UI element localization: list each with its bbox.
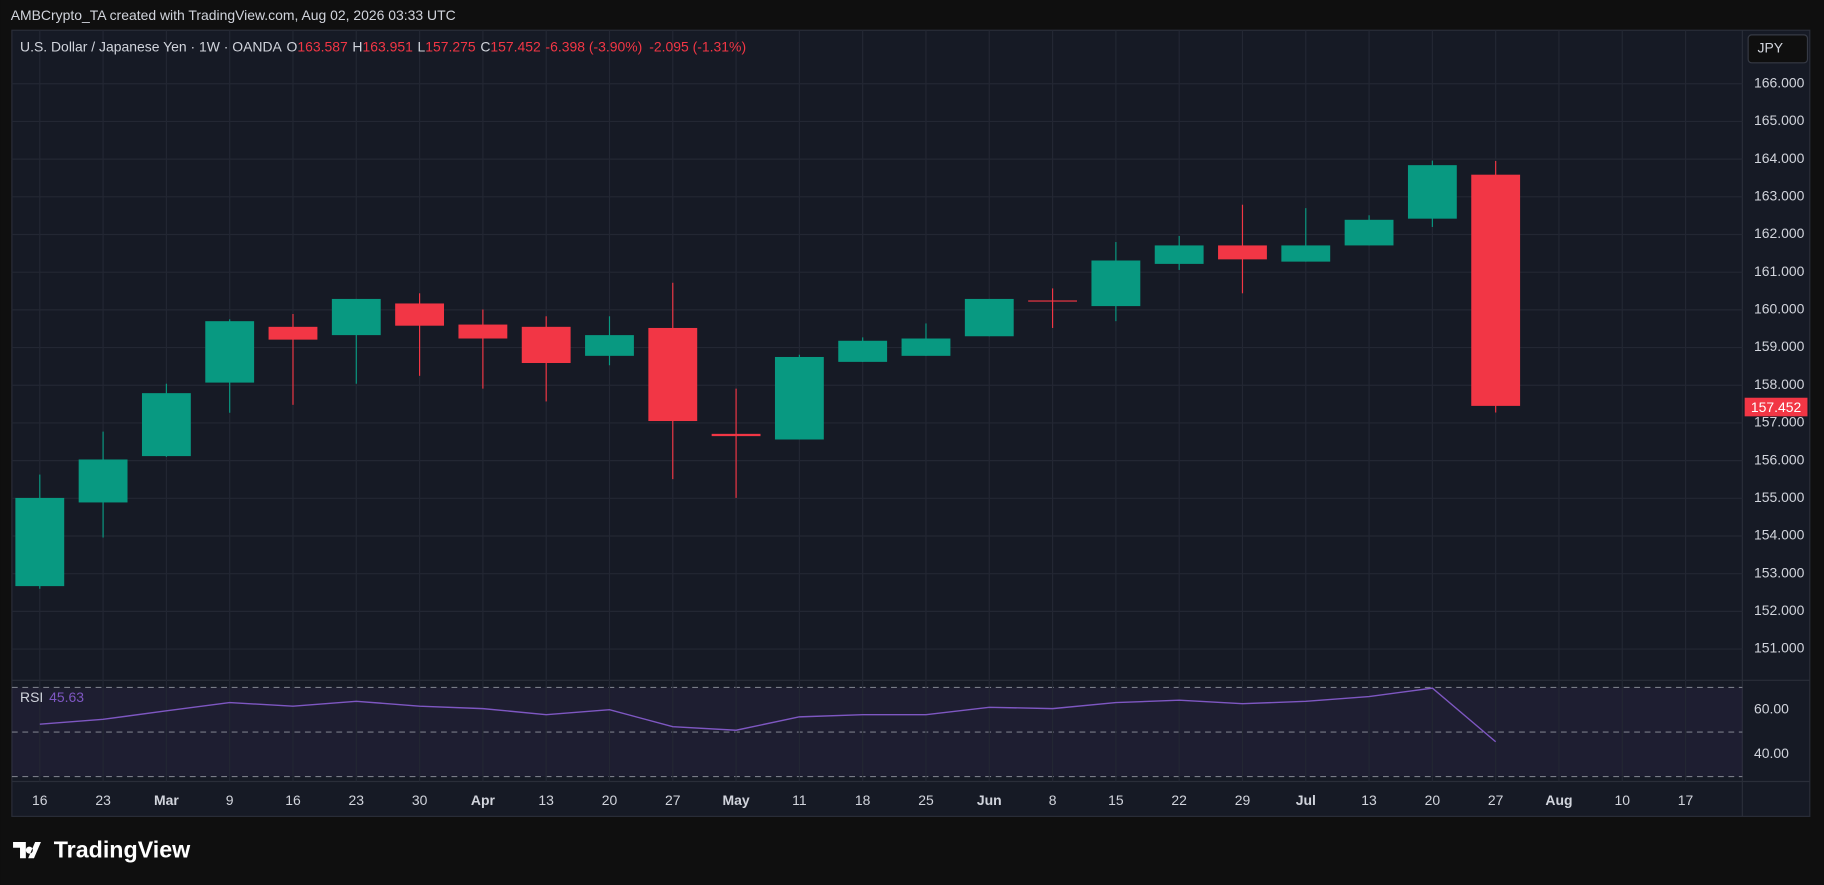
x-tick-label: 13 <box>1361 792 1377 808</box>
candle-body <box>458 324 508 339</box>
x-tick-label: 30 <box>412 792 428 808</box>
rsi-name: RSI <box>20 688 43 704</box>
y-tick-label: 155.000 <box>1754 489 1805 505</box>
candle-body <box>395 303 445 326</box>
currency-button[interactable] <box>1747 34 1809 64</box>
y-tick-label: 164.000 <box>1754 150 1805 166</box>
x-tick-label: 20 <box>602 792 618 808</box>
x-tick-label: May <box>723 792 750 808</box>
y-tick-label: 153.000 <box>1754 564 1805 580</box>
candle-body <box>964 298 1014 337</box>
x-tick-label: Aug <box>1545 792 1572 808</box>
y-tick-label: 151.000 <box>1754 640 1805 656</box>
caption: AMBCrypto_TA created with TradingView.co… <box>11 7 456 23</box>
candle-body <box>901 338 951 356</box>
marks <box>15 160 1521 743</box>
chart-legend: U.S. Dollar / Japanese Yen · 1W · OANDA O… <box>20 38 746 54</box>
candle-body <box>268 326 318 340</box>
y-tick-label: 159.000 <box>1754 338 1805 354</box>
rsi-value: 45.63 <box>49 688 84 704</box>
x-tick-label: 25 <box>918 792 934 808</box>
x-tick-label: 29 <box>1235 792 1251 808</box>
x-tick-label: Mar <box>154 792 179 808</box>
candle-body <box>1471 174 1521 406</box>
grid <box>11 30 1743 782</box>
candle-body <box>648 327 698 422</box>
currency-label[interactable]: JPY <box>1757 40 1783 56</box>
x-tick-label: 8 <box>1049 792 1057 808</box>
x-tick-label: 23 <box>349 792 365 808</box>
x-tick-label: 27 <box>665 792 681 808</box>
candle-body <box>1154 245 1204 264</box>
x-tick-label: 16 <box>285 792 301 808</box>
x-tick-label: 13 <box>538 792 554 808</box>
candle-body <box>585 335 634 356</box>
candle-body <box>205 321 255 383</box>
legend-value: 163.951 <box>362 38 413 54</box>
rsi-line <box>39 687 1497 743</box>
y-tick-label: 152.000 <box>1754 602 1805 618</box>
x-tick-label: 9 <box>226 792 234 808</box>
x-tick-label: Apr <box>471 792 496 808</box>
candle-body <box>1028 300 1077 302</box>
candle-body <box>838 340 888 362</box>
legend-value: 157.275 <box>425 38 476 54</box>
x-tick-label: Jun <box>977 792 1002 808</box>
y-tick-label: 156.000 <box>1754 451 1805 467</box>
candle-body <box>521 326 571 364</box>
candle-body <box>78 459 128 503</box>
candle-body <box>331 298 381 336</box>
candle-body <box>774 356 824 440</box>
x-tick-label: 16 <box>32 792 48 808</box>
y-tick-label: 154.000 <box>1754 527 1805 543</box>
candle-body <box>141 393 191 457</box>
x-tick-label: 18 <box>855 792 871 808</box>
x-tick-label: 22 <box>1171 792 1187 808</box>
legend-label: O <box>287 38 298 54</box>
candle-body <box>1091 260 1141 307</box>
x-tick-label: 11 <box>792 792 807 808</box>
legend-change: -2.095 (-1.31%) <box>649 38 746 54</box>
y-tick-label: 157.000 <box>1754 414 1805 430</box>
y-tick-label: 161.000 <box>1754 263 1805 279</box>
rsi-legend: RSI 45.63 <box>20 688 84 704</box>
candle-body <box>1344 219 1394 246</box>
candle-body <box>711 433 761 437</box>
candle-body <box>1281 245 1331 262</box>
y-tick-label: 165.000 <box>1754 112 1805 128</box>
x-tick-label: 20 <box>1425 792 1441 808</box>
legend-value: 157.452 <box>490 38 541 54</box>
candle-body <box>1407 165 1457 219</box>
legend-label: C <box>480 38 490 54</box>
x-tick-label: Jul <box>1296 792 1316 808</box>
x-tick-label: 27 <box>1488 792 1504 808</box>
rsi-tick-label: 40.00 <box>1754 745 1789 761</box>
y-tick-label: 158.000 <box>1754 376 1805 392</box>
legend-value: 163.587 <box>297 38 348 54</box>
logo-text: TradingView <box>54 836 191 862</box>
y-tick-label: 162.000 <box>1754 225 1805 241</box>
symbol: U.S. Dollar / Japanese Yen · 1W · OANDA <box>20 38 283 54</box>
logo: TradingView <box>13 836 191 862</box>
legend-label: L <box>418 38 426 54</box>
y-tick-label: 163.000 <box>1754 187 1805 203</box>
legend-change: -6.398 (-3.90%) <box>545 38 642 54</box>
y-tick-label: 166.000 <box>1754 74 1805 90</box>
candle-body <box>1218 245 1267 260</box>
y-tick-label: 160.000 <box>1754 301 1805 317</box>
x-tick-label: 10 <box>1615 792 1631 808</box>
x-tick-label: 23 <box>95 792 111 808</box>
x-tick-label: 17 <box>1678 792 1694 808</box>
candle-body <box>15 497 65 587</box>
rsi-tick-label: 60.00 <box>1754 700 1789 716</box>
logo-icon <box>13 841 41 859</box>
x-tick-label: 15 <box>1108 792 1124 808</box>
price-tag <box>1744 397 1808 417</box>
legend-label: H <box>352 38 362 54</box>
price-tag-label: 157.452 <box>1751 399 1802 415</box>
